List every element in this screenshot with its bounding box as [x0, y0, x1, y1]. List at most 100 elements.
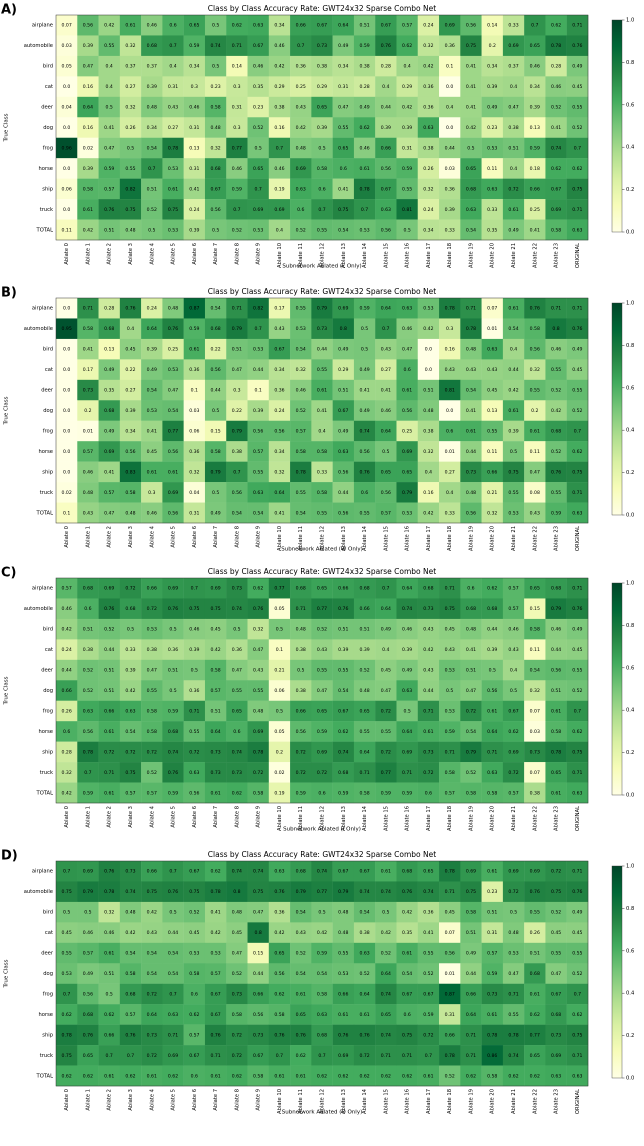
cell-label: 0.25 [530, 207, 540, 213]
heatmap-cell [460, 741, 482, 763]
heatmap-cell [56, 578, 78, 599]
cell-label: 0.4 [510, 84, 517, 90]
cell-label: 0.49 [572, 64, 582, 70]
cell-label: 0.31 [338, 84, 348, 90]
heatmap-cell [481, 96, 504, 118]
x-tick-label: Ablate 4 [149, 242, 155, 264]
cell-label: 0.4 [510, 668, 517, 674]
cell-label: 0.68 [466, 186, 476, 192]
cell-label: 0.66 [147, 869, 157, 875]
cell-label: 0.46 [274, 166, 284, 172]
heatmap-cell [396, 963, 418, 984]
heatmap-cell [290, 379, 312, 401]
cell-label: 0.71 [572, 1053, 582, 1059]
cell-label: 0.68 [487, 606, 497, 612]
x-tick-label: Ablate 18 [447, 526, 453, 551]
cell-label: 0.6 [446, 428, 453, 434]
cell-label: 0.87 [189, 306, 199, 312]
heatmap-cell [460, 963, 482, 984]
cell-label: 0.68 [147, 43, 157, 49]
y-tick-label: automobile [24, 43, 53, 49]
cell-label: 0.66 [359, 606, 369, 612]
heatmap-cell [204, 379, 227, 401]
cell-label: 0.16 [445, 347, 455, 353]
heatmap-cell [502, 922, 525, 944]
heatmap-cell [545, 502, 567, 524]
cell-label: 0.51 [338, 627, 348, 633]
cell-label: 0.39 [83, 166, 93, 172]
heatmap-cell [183, 461, 206, 483]
cell-label: 0.13 [530, 125, 540, 131]
heatmap-cell [502, 400, 525, 421]
x-tick-label: Ablate 18 [447, 243, 453, 268]
cell-label: 0.75 [466, 43, 476, 49]
cell-label: 0.76 [274, 1032, 284, 1038]
cell-label: 0.32 [530, 688, 540, 694]
cell-label: 0.75 [210, 606, 220, 612]
x-tick-label: Ablate 16 [405, 243, 411, 268]
heatmap-cell [375, 461, 397, 483]
heatmap-cell [396, 359, 418, 381]
y-tick-label: ship [42, 469, 53, 475]
cell-label: 0.71 [572, 23, 582, 29]
heatmap-cell [268, 178, 291, 200]
colorbar-tick-label: 0.6 [626, 665, 634, 671]
cell-label: 0.58 [466, 910, 476, 916]
heatmap-cell [353, 741, 376, 763]
heatmap-cell [481, 721, 504, 742]
heatmap-cell [162, 400, 184, 421]
y-tick-label: bird [43, 910, 53, 916]
cell-label: 0.71 [572, 770, 582, 776]
cell-label: 0.37 [125, 64, 135, 70]
heatmap-cell [502, 721, 525, 742]
heatmap-cell [162, 482, 184, 503]
cell-label: 0.49 [572, 347, 582, 353]
cell-label: 0.8 [233, 889, 240, 895]
cell-label: 0.34 [189, 64, 199, 70]
cell-label: 0.5 [255, 145, 262, 151]
heatmap-cell [375, 117, 397, 138]
cell-label: 0.53 [253, 227, 263, 233]
cell-label: 0.71 [487, 749, 497, 755]
cell-label: 0.46 [530, 64, 540, 70]
heatmap-cell [417, 55, 440, 77]
x-tick-label: Ablate 20 [490, 243, 496, 268]
heatmap-cell [290, 400, 312, 421]
heatmap-cell [204, 881, 227, 903]
y-tick-label: frog [43, 145, 53, 151]
cell-label: 0.57 [508, 606, 518, 612]
cell-label: 0.39 [487, 84, 497, 90]
cell-label: 0.42 [423, 326, 433, 332]
heatmap-cell [119, 338, 142, 360]
cell-label: 0.62 [253, 586, 263, 592]
heatmap-cell [502, 359, 525, 381]
cell-label: 0.36 [423, 910, 433, 916]
y-tick-label: automobile [24, 326, 53, 332]
cell-label: 0.0 [63, 388, 70, 394]
cell-label: 0.51 [359, 23, 369, 29]
cell-label: 0.61 [168, 469, 178, 475]
heatmap-cell [417, 461, 440, 483]
cell-label: 0.23 [487, 889, 497, 895]
heatmap-cell [439, 741, 461, 763]
cell-label: 0.73 [466, 469, 476, 475]
cell-label: 0.55 [296, 306, 306, 312]
heatmap-cell [204, 598, 227, 620]
cell-label: 0.73 [232, 770, 242, 776]
heatmap-cell [396, 680, 418, 701]
cell-label: 0.42 [402, 105, 412, 111]
heatmap-cell [141, 359, 163, 381]
cell-label: 0.36 [445, 43, 455, 49]
heatmap-cell [119, 76, 142, 98]
heatmap-cell [481, 35, 504, 57]
heatmap-cell [375, 15, 397, 36]
cell-label: 0.5 [510, 688, 517, 694]
heatmap-cell [290, 55, 312, 77]
x-tick-label: Ablate 13 [341, 1089, 347, 1114]
heatmap-cell [162, 983, 184, 1005]
heatmap-cell [226, 318, 248, 340]
x-tick-label: Ablate 17 [426, 806, 432, 831]
cell-label: 0.39 [338, 647, 348, 653]
cell-label: 0.19 [274, 186, 284, 192]
cell-label: 0.61 [104, 951, 114, 957]
